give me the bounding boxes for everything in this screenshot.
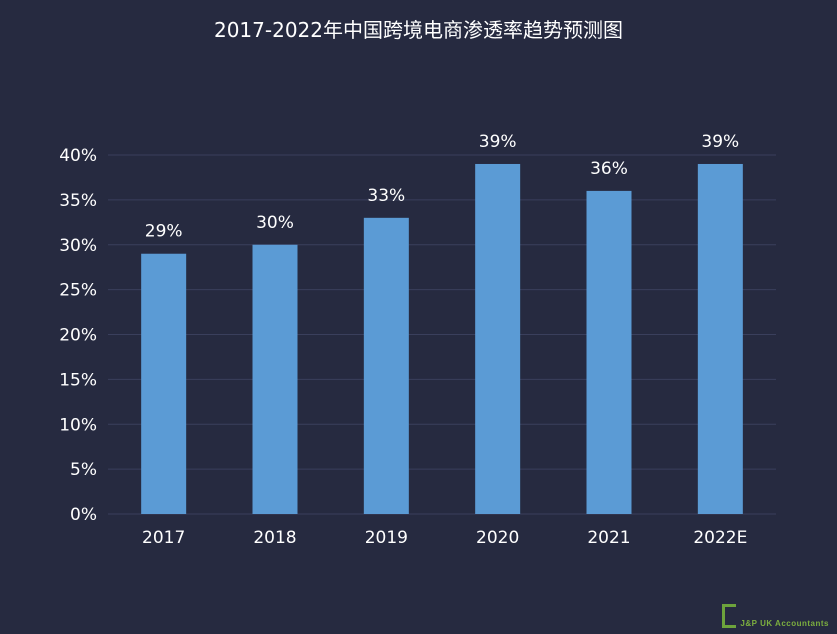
bar-2022E	[697, 163, 743, 514]
data-labels: 29% 30% 33% 39% 36% 39%	[145, 132, 739, 242]
x-tick-label-2019: 2019	[365, 528, 408, 548]
data-label-2020: 39%	[479, 132, 517, 152]
bar-2021	[586, 190, 632, 514]
data-label-2019: 33%	[367, 186, 405, 206]
x-axis-tick-labels: 2017 2018 2019 2020 2021 2022E	[142, 528, 747, 548]
watermark-logo: J&P UK Accountants	[722, 604, 829, 628]
bars	[141, 163, 743, 514]
y-tick-label: 5%	[70, 460, 97, 480]
y-tick-label: 0%	[70, 505, 97, 525]
y-axis-tick-labels: 0% 5% 10% 15% 20% 25% 30% 35% 40%	[59, 146, 97, 525]
y-tick-label: 15%	[59, 370, 97, 390]
x-tick-label-2018: 2018	[253, 528, 296, 548]
x-tick-label-2020: 2020	[476, 528, 519, 548]
y-tick-label: 25%	[59, 281, 97, 301]
y-tick-label: 10%	[59, 415, 97, 435]
bar-2018	[252, 244, 298, 514]
bar-2017	[141, 253, 187, 514]
y-tick-label: 20%	[59, 326, 97, 346]
data-label-2017: 29%	[145, 222, 183, 242]
chart-title: 2017-2022年中国跨境电商渗透率趋势预测图	[213, 18, 623, 42]
y-tick-label: 40%	[59, 146, 97, 166]
jp-logo-icon	[722, 604, 737, 628]
bar-2019	[363, 217, 409, 514]
y-tick-label: 35%	[59, 191, 97, 211]
watermark-text: J&P UK Accountants	[740, 619, 829, 628]
data-label-2021: 36%	[590, 159, 628, 179]
x-tick-label-2021: 2021	[587, 528, 630, 548]
x-tick-label-2017: 2017	[142, 528, 185, 548]
data-label-2018: 30%	[256, 213, 294, 233]
y-tick-label: 30%	[59, 236, 97, 256]
x-tick-label-2022E: 2022E	[693, 528, 747, 548]
bar-2020	[475, 163, 521, 514]
gridlines	[108, 154, 776, 515]
data-label-2022E: 39%	[701, 132, 739, 152]
